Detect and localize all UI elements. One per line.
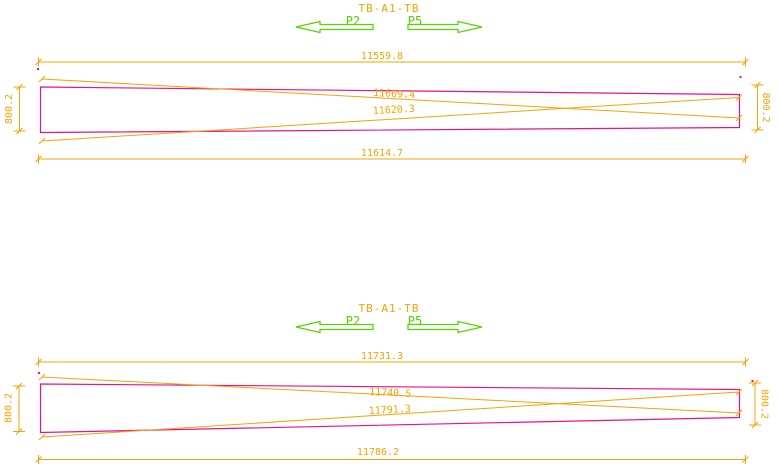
beam-outline <box>39 86 741 134</box>
pier-label-right: P5 <box>408 14 422 28</box>
direction-arrow-left-icon <box>295 20 374 34</box>
beam-outline <box>39 383 741 434</box>
diagonal-dimension-line-2 <box>38 388 743 441</box>
direction-arrow-right-icon <box>407 20 483 34</box>
dimension-value-left: 800.2 <box>4 393 15 423</box>
dimension-value-top: 11559.8 <box>361 51 403 62</box>
dimension-line-top <box>35 57 749 67</box>
direction-arrow-right-icon <box>407 320 483 334</box>
dimension-line-bottom <box>35 154 749 164</box>
direction-arrow-left-icon <box>295 320 374 334</box>
drawing-title: TB-A1-TB <box>359 302 420 315</box>
dimension-value-diagonal-1: 11609.4 <box>373 88 416 101</box>
pier-label-left: P2 <box>346 314 360 328</box>
diagonal-dimension-line-1 <box>38 373 743 417</box>
dimension-value-top: 11731.3 <box>361 351 403 362</box>
dimension-line-top <box>35 357 749 367</box>
diagonal-dimension-line-2 <box>38 94 743 145</box>
girder-plan-top: TB-A1-TB P2 P5 11559.8 11609.4 11620.3 1… <box>4 2 771 164</box>
definition-point-dots <box>38 372 754 382</box>
pier-label-left: P2 <box>346 14 360 28</box>
diagonal-dimension-line-1 <box>38 75 743 122</box>
dimension-value-diagonal-1: 11740.5 <box>369 387 412 400</box>
dimension-line-right <box>749 379 761 429</box>
girder-plan-bottom: TB-A1-TB P2 P5 11731.3 11740.5 11791.3 1… <box>4 302 770 464</box>
definition-point-dots <box>37 68 742 78</box>
dimension-value-bottom: 11786.2 <box>357 447 399 458</box>
pier-label-right: P5 <box>408 314 422 328</box>
dimension-line-left <box>13 83 26 135</box>
dimension-value-right: 800.2 <box>759 389 770 419</box>
dimension-line-left <box>13 382 25 435</box>
dimension-line-right <box>751 81 764 134</box>
dimension-value-diagonal-2: 11791.3 <box>368 404 411 418</box>
dimension-line-bottom <box>35 455 749 464</box>
dimension-value-right: 800.2 <box>760 92 771 122</box>
drawing-title: TB-A1-TB <box>359 2 420 15</box>
dimension-value-diagonal-2: 11620.3 <box>372 104 415 118</box>
dimension-value-bottom: 11614.7 <box>361 148 403 159</box>
dimension-value-left: 800.2 <box>4 94 15 124</box>
